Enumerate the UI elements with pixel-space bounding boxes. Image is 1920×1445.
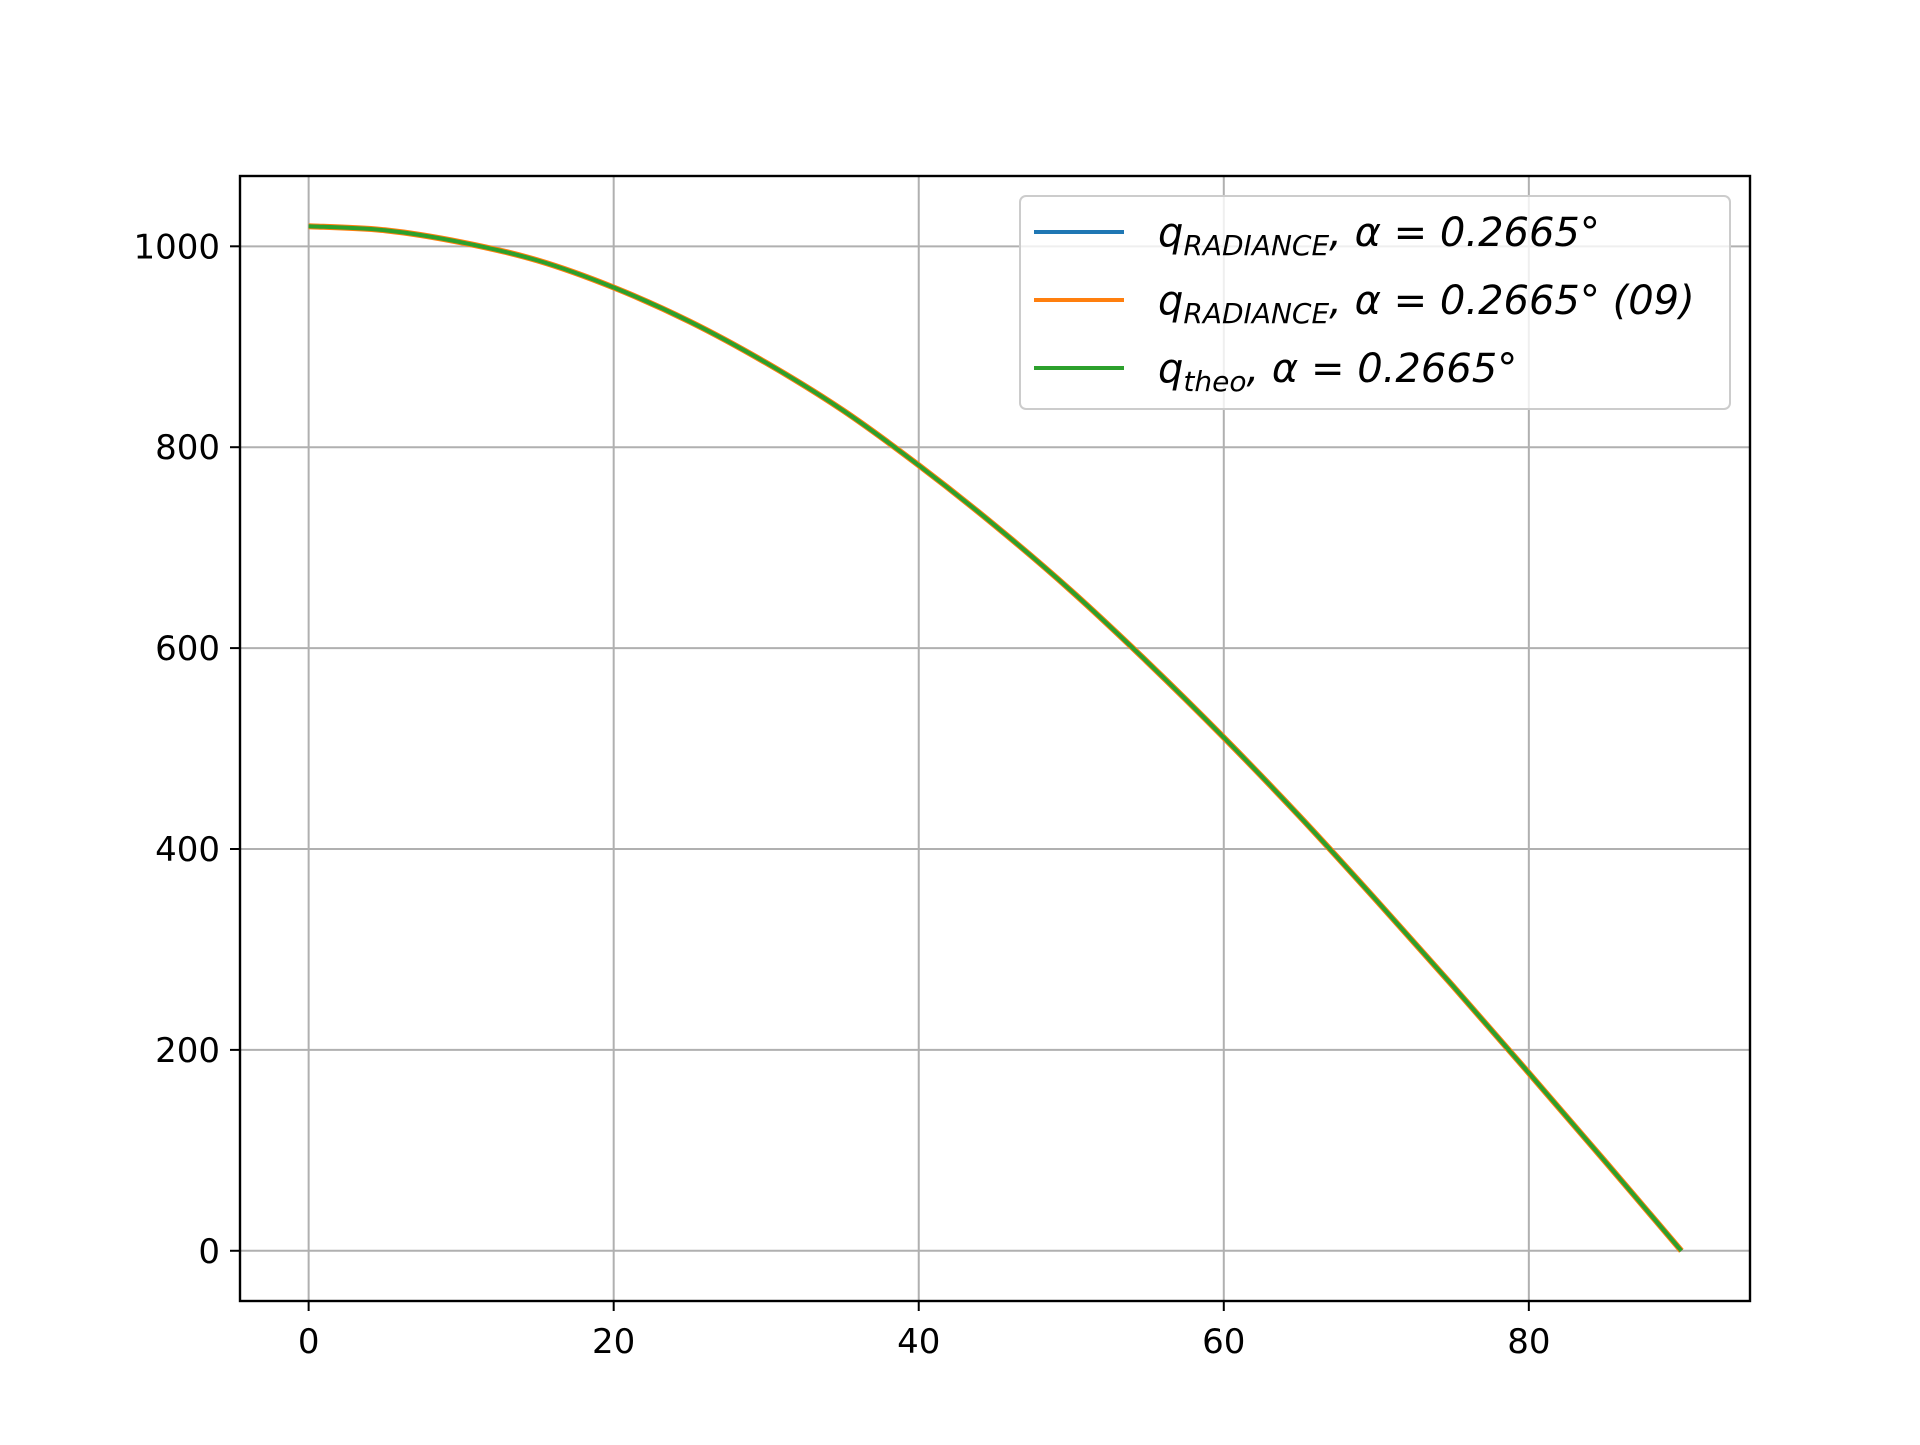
series-line-2 <box>308 224 1683 1253</box>
y-tick-label-0: 0 <box>198 1232 220 1272</box>
legend-label-0: qRADIANCE, α = 0.2665° <box>1158 210 1600 262</box>
y-tick-label-2: 400 <box>155 830 220 870</box>
y-tick-label-5: 1000 <box>133 227 220 267</box>
x-tick-label-1: 20 <box>592 1322 635 1362</box>
legend: qRADIANCE, α = 0.2665° qRADIANCE, α = 0.2… <box>1019 195 1731 410</box>
series-lines <box>308 223 1684 1253</box>
plot-area-frame <box>238 174 1752 1303</box>
legend-label-1: qRADIANCE, α = 0.2665° (09) <box>1158 278 1695 330</box>
x-tick-label-4: 80 <box>1507 1322 1550 1362</box>
x-tick-label-2: 40 <box>897 1322 940 1362</box>
y-tick-label-4: 800 <box>155 428 220 468</box>
legend-label-2: qtheo, α = 0.2665° <box>1158 346 1517 398</box>
x-tick-label-0: 0 <box>298 1322 320 1362</box>
legend-box <box>1019 195 1731 410</box>
y-tick-label-3: 600 <box>155 629 220 669</box>
y-tick-label-1: 200 <box>155 1031 220 1071</box>
x-tick-label-3: 60 <box>1202 1322 1245 1362</box>
